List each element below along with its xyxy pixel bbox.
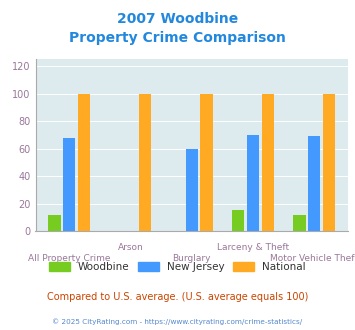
Text: 2007 Woodbine: 2007 Woodbine <box>117 12 238 25</box>
Bar <box>323 94 335 231</box>
Text: All Property Crime: All Property Crime <box>28 254 110 263</box>
Legend: Woodbine, New Jersey, National: Woodbine, New Jersey, National <box>45 258 310 276</box>
Text: Property Crime Comparison: Property Crime Comparison <box>69 31 286 45</box>
Text: © 2025 CityRating.com - https://www.cityrating.com/crime-statistics/: © 2025 CityRating.com - https://www.city… <box>53 318 302 325</box>
Text: Larceny & Theft: Larceny & Theft <box>217 243 289 252</box>
Bar <box>63 138 75 231</box>
Bar <box>78 94 90 231</box>
Bar <box>186 148 198 231</box>
Bar <box>232 211 244 231</box>
Text: Burglary: Burglary <box>173 254 211 263</box>
Bar <box>139 94 151 231</box>
Bar <box>48 214 61 231</box>
Text: Motor Vehicle Theft: Motor Vehicle Theft <box>270 254 355 263</box>
Bar <box>308 136 320 231</box>
Bar <box>262 94 274 231</box>
Bar <box>200 94 213 231</box>
Bar <box>247 135 259 231</box>
Text: Compared to U.S. average. (U.S. average equals 100): Compared to U.S. average. (U.S. average … <box>47 292 308 302</box>
Bar <box>293 214 306 231</box>
Text: Arson: Arson <box>118 243 143 252</box>
